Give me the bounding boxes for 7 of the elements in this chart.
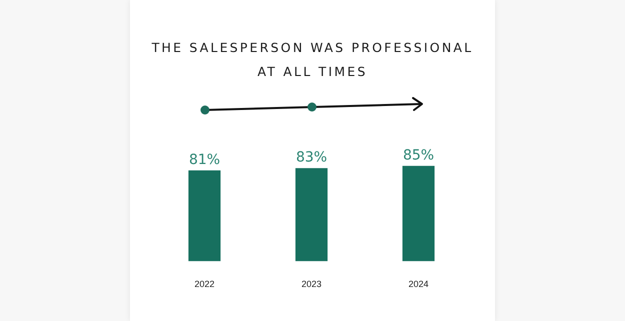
x-tick-label: 2022 <box>194 279 215 290</box>
x-tick-label: 2024 <box>408 279 429 290</box>
chart-title: THE SALESPERSON WAS PROFESSIONAL AT ALL TIMES <box>150 39 474 81</box>
data-label: 83% <box>296 150 328 166</box>
x-tick-label: 2023 <box>301 279 322 290</box>
data-label: 81% <box>188 152 220 168</box>
data-label: 85% <box>402 147 434 164</box>
